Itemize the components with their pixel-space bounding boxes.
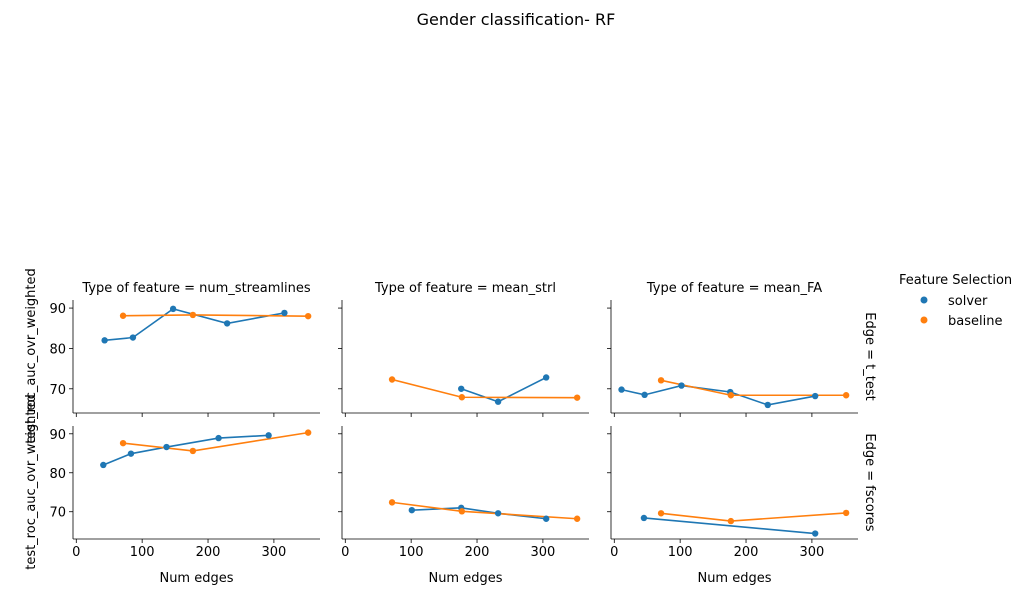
data-point-solver xyxy=(618,386,625,393)
data-point-solver xyxy=(542,374,550,381)
data-point-baseline xyxy=(189,311,197,319)
facet-grid: 70 80 90 Type of feature = num_streamlines T… xyxy=(24,268,877,586)
x-axis-label: Num edges xyxy=(159,571,233,586)
chart-title: Gender classification- RF xyxy=(417,10,616,29)
y-tick-label: 90 xyxy=(49,302,66,317)
y-tick-label: 80 xyxy=(49,342,66,357)
data-point-baseline xyxy=(388,499,396,506)
data-point-baseline xyxy=(657,377,665,384)
series-line-solver xyxy=(411,507,547,520)
legend: Feature Selection solver baseline xyxy=(899,273,1012,329)
data-point-baseline xyxy=(458,394,466,401)
x-tick-label: 100 xyxy=(130,545,155,560)
y-axis-label: test_roc_auc_ovr_weighted xyxy=(24,394,39,570)
legend-marker-baseline xyxy=(920,316,928,324)
data-point-baseline xyxy=(727,392,735,399)
data-point-baseline xyxy=(573,515,581,522)
x-tick-label: 300 xyxy=(530,545,555,560)
data-point-solver xyxy=(542,515,550,522)
data-point-solver xyxy=(678,382,685,389)
data-point-solver xyxy=(408,506,416,514)
data-point-solver xyxy=(281,309,288,317)
x-tick-label: 100 xyxy=(668,545,693,560)
x-tick-label: 300 xyxy=(799,545,824,560)
data-point-solver xyxy=(169,305,177,313)
legend-label-solver: solver xyxy=(948,294,988,309)
x-tick-label: 200 xyxy=(465,545,490,560)
data-point-baseline xyxy=(842,509,850,517)
y-tick-label: 90 xyxy=(49,428,66,443)
data-point-solver xyxy=(811,530,819,537)
data-point-solver xyxy=(764,401,771,409)
data-point-baseline xyxy=(842,392,850,399)
legend-label-baseline: baseline xyxy=(948,314,1002,329)
series-line-baseline xyxy=(122,431,309,452)
row-title: Edge = t_test xyxy=(862,312,877,400)
data-point-solver xyxy=(100,461,107,469)
column-title: Type of feature = mean_FA xyxy=(646,281,822,296)
series-line-baseline xyxy=(391,378,578,399)
x-tick-label: 0 xyxy=(341,545,349,560)
series-line-baseline xyxy=(660,512,847,522)
series-line-baseline xyxy=(123,314,309,317)
data-point-baseline xyxy=(119,312,127,319)
data-point-baseline xyxy=(304,429,312,436)
data-point-baseline xyxy=(304,312,312,320)
data-point-baseline xyxy=(458,508,466,515)
x-tick-label: 200 xyxy=(734,545,759,560)
data-point-solver xyxy=(223,320,231,327)
x-axis-label: Num edges xyxy=(697,571,771,586)
y-tick-label: 70 xyxy=(49,383,66,398)
data-point-solver xyxy=(265,432,272,439)
x-tick-label: 100 xyxy=(399,545,424,560)
data-point-solver xyxy=(640,514,648,522)
data-point-baseline xyxy=(727,517,735,525)
row-title: Edge = fscores xyxy=(862,433,877,531)
data-point-solver xyxy=(127,450,135,457)
data-point-baseline xyxy=(657,510,665,517)
legend-title: Feature Selection xyxy=(899,273,1012,288)
data-point-baseline xyxy=(573,394,581,401)
series-line-solver xyxy=(643,517,816,535)
data-point-solver xyxy=(811,392,819,400)
y-tick-label: 70 xyxy=(49,506,66,521)
legend-marker-solver xyxy=(920,296,928,304)
x-tick-label: 0 xyxy=(610,545,618,560)
x-tick-label: 0 xyxy=(72,545,80,560)
column-title: Type of feature = mean_strl xyxy=(374,281,556,296)
x-tick-label: 300 xyxy=(261,545,286,560)
x-axis-label: Num edges xyxy=(428,571,502,586)
data-point-solver xyxy=(129,334,137,341)
data-point-solver xyxy=(641,391,648,399)
data-point-baseline xyxy=(119,439,127,447)
data-point-solver xyxy=(494,510,502,517)
y-axis-label: test_roc_auc_ovr_weighted xyxy=(24,268,39,444)
data-point-solver xyxy=(458,385,465,392)
data-point-solver xyxy=(494,398,502,405)
data-point-solver xyxy=(163,443,170,451)
data-point-solver xyxy=(215,434,222,442)
data-point-baseline xyxy=(189,447,197,455)
y-tick-label: 80 xyxy=(49,467,66,482)
series-line-baseline xyxy=(660,379,847,397)
column-title: Type of feature = num_streamlines xyxy=(81,281,310,296)
data-point-baseline xyxy=(388,376,396,383)
x-tick-label: 200 xyxy=(196,545,221,560)
series-line-solver xyxy=(621,384,816,406)
data-point-solver xyxy=(101,337,108,344)
